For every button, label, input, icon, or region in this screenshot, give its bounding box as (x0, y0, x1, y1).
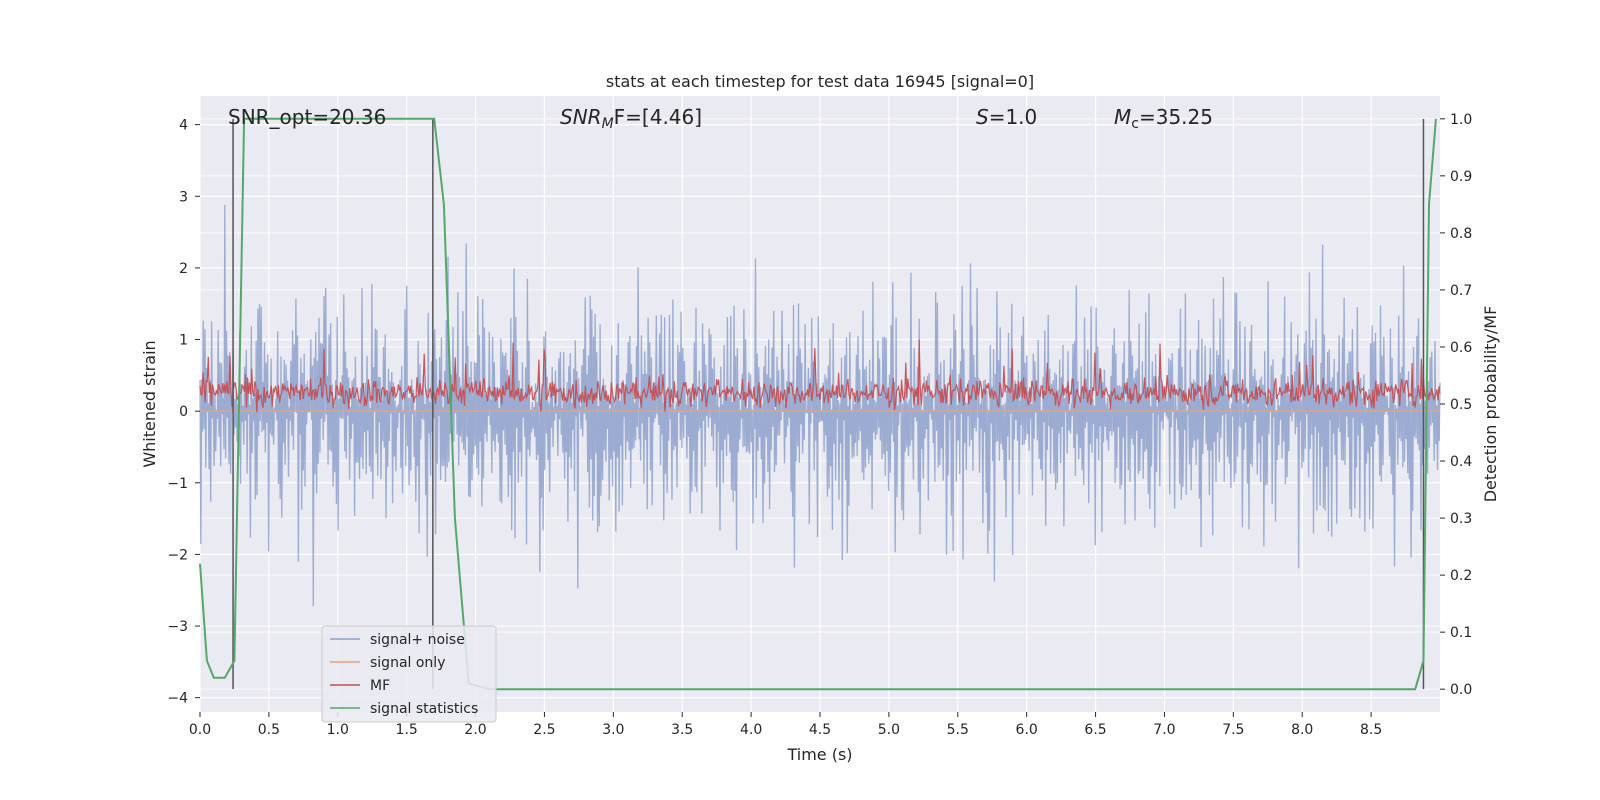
y-right-tick-label: 0.9 (1450, 169, 1472, 185)
x-tick-label: 2.0 (464, 722, 486, 738)
y-tick-label: −1 (167, 476, 188, 492)
x-tick-label: 8.0 (1291, 722, 1313, 738)
y-tick-label: 4 (179, 118, 188, 134)
x-tick-label: 6.5 (1084, 722, 1106, 738)
mf-line (199, 339, 1441, 413)
y-tick-label: −2 (167, 547, 188, 563)
legend-label-signal-statistics: signal statistics (370, 701, 478, 717)
signal-statistics-line (199, 117, 1437, 691)
x-tick-label: 6.0 (1016, 722, 1038, 738)
series-mf (199, 339, 1441, 413)
y-right-tick-label: 0.5 (1450, 397, 1472, 413)
legend-frame (321, 625, 497, 723)
y-right-tick-label: 0.6 (1450, 340, 1472, 356)
annotation-snr-opt: SNR_opt=20.36 (228, 105, 386, 129)
y-right-tick-label: 0.4 (1450, 454, 1472, 470)
y-right-tick-label: 0.8 (1450, 226, 1472, 242)
y-right-tick-label: 0.0 (1450, 682, 1472, 698)
y-right-axis-ticks: 1.0 0.9 0.8 0.7 0.6 0.5 0.4 0.3 0.2 0.1 0.0 (1440, 112, 1472, 698)
y-tick-label: −3 (167, 619, 188, 635)
legend-label-signal-noise: signal+ noise (370, 632, 465, 648)
x-tick-label: 0.5 (258, 722, 280, 738)
x-tick-label: 1.5 (396, 722, 418, 738)
y-tick-label: 2 (179, 261, 188, 277)
legend-label-mf: MF (370, 678, 390, 694)
x-tick-label: 4.0 (740, 722, 762, 738)
y-right-tick-label: 0.7 (1450, 283, 1472, 299)
y-right-axis-label: Detection probability/MF (1481, 306, 1500, 503)
y-right-tick-label: 0.2 (1450, 568, 1472, 584)
x-tick-label: 1.0 (327, 722, 349, 738)
x-tick-label: 0.0 (189, 722, 211, 738)
x-tick-label: 5.0 (878, 722, 900, 738)
x-tick-label: 7.5 (1222, 722, 1244, 738)
x-axis-ticks: 0.0 0.5 1.0 1.5 2.0 2.5 3.0 3.5 4.0 4.5 5.0 5.5 6.0 6… (189, 712, 1382, 738)
annotation-mc: Mc=35.25 (1114, 105, 1213, 132)
x-axis-label: Time (s) (786, 745, 852, 764)
x-tick-label: 2.5 (533, 722, 555, 738)
x-tick-label: 8.5 (1360, 722, 1382, 738)
legend: signal+ noise signal only MF signal stat… (321, 625, 497, 723)
series-signal-noise (199, 204, 1441, 607)
annotation-snr-mf: SNRMF=[4.46] (560, 105, 702, 132)
y-right-tick-label: 0.3 (1450, 511, 1472, 527)
chart-title: stats at each timestep for test data 169… (606, 72, 1034, 91)
y-axis-label: Whitened strain (140, 340, 159, 467)
x-tick-label: 3.0 (602, 722, 624, 738)
y-right-tick-label: 0.1 (1450, 625, 1472, 641)
y-tick-label: 1 (179, 333, 188, 349)
annotation-s: S=1.0 (976, 105, 1037, 129)
x-tick-label: 5.5 (947, 722, 969, 738)
y-tick-label: 3 (179, 189, 188, 205)
x-tick-label: 3.5 (671, 722, 693, 738)
x-tick-label: 7.0 (1153, 722, 1175, 738)
y-axis-ticks: 4 3 2 1 0 −1 −2 −3 −4 (167, 118, 200, 707)
series-signal-statistics (199, 117, 1437, 691)
y-right-tick-label: 1.0 (1450, 112, 1472, 128)
noise-line (199, 204, 1441, 607)
y-tick-label: −4 (167, 691, 188, 707)
legend-label-signal-only: signal only (370, 655, 445, 671)
x-tick-label: 4.5 (809, 722, 831, 738)
y-tick-label: 0 (179, 404, 188, 420)
